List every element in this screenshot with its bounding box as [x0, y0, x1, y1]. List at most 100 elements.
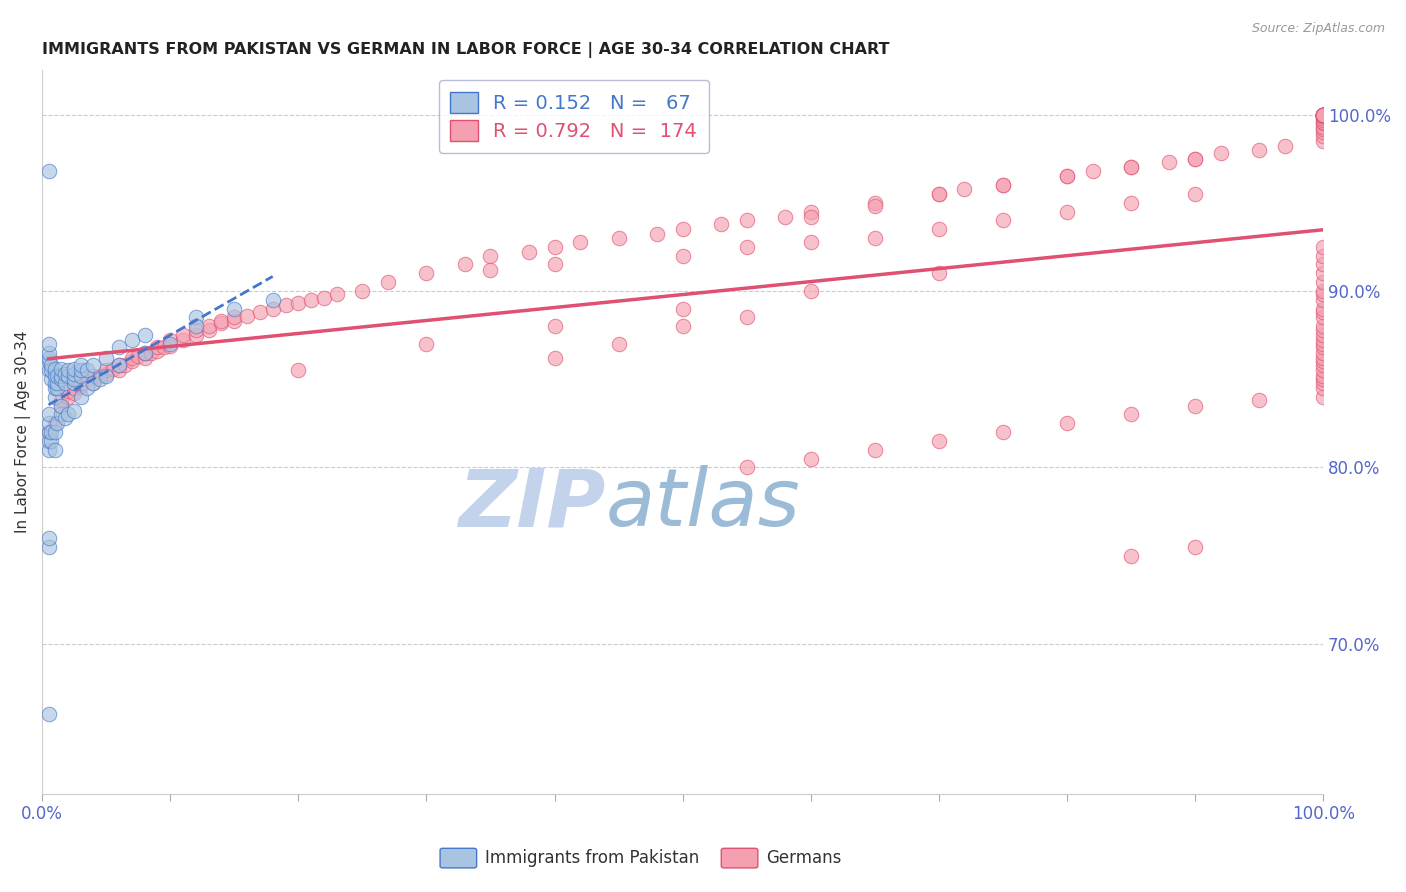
Point: [1312, 323, 1334, 337]
Point: [39, 425, 62, 439]
Point: [184, 328, 207, 343]
Point: [1312, 134, 1334, 148]
Text: Source: ZipAtlas.com: Source: ZipAtlas.com: [1251, 22, 1385, 36]
Point: [63, 404, 86, 418]
Point: [172, 334, 194, 348]
Point: [1312, 390, 1334, 404]
Point: [89, 368, 111, 383]
Point: [69, 390, 91, 404]
Point: [1312, 107, 1334, 121]
Point: [1312, 107, 1334, 121]
Point: [1184, 152, 1206, 166]
Point: [44, 442, 66, 457]
Point: [1312, 381, 1334, 395]
Point: [543, 240, 565, 254]
Point: [479, 249, 502, 263]
Point: [39, 358, 62, 372]
Point: [101, 361, 124, 376]
Point: [211, 314, 233, 328]
Point: [1312, 107, 1334, 121]
Point: [46, 416, 69, 430]
Point: [1312, 368, 1334, 383]
Point: [211, 316, 233, 330]
Point: [134, 328, 156, 343]
Point: [1312, 275, 1334, 289]
Point: [38, 351, 60, 365]
Point: [76, 363, 98, 377]
Point: [197, 323, 219, 337]
Point: [1312, 107, 1334, 121]
Point: [415, 336, 437, 351]
Point: [224, 301, 246, 316]
Point: [127, 349, 149, 363]
Point: [69, 376, 91, 390]
Point: [710, 217, 733, 231]
Point: [287, 296, 309, 310]
Point: [1312, 340, 1334, 354]
Point: [1274, 139, 1296, 153]
Point: [51, 399, 73, 413]
Point: [1249, 143, 1271, 157]
Point: [96, 368, 118, 383]
Point: [1312, 107, 1334, 121]
Point: [1209, 146, 1232, 161]
Point: [1312, 107, 1334, 121]
Point: [1184, 186, 1206, 201]
Point: [312, 291, 335, 305]
Point: [543, 257, 565, 271]
Point: [38, 442, 60, 457]
Point: [184, 319, 207, 334]
Point: [38, 416, 60, 430]
Point: [51, 399, 73, 413]
Point: [224, 314, 246, 328]
Point: [517, 245, 540, 260]
Point: [89, 372, 111, 386]
Point: [672, 301, 695, 316]
Point: [82, 358, 104, 372]
Point: [1312, 328, 1334, 343]
Point: [1312, 114, 1334, 128]
Point: [249, 305, 271, 319]
Point: [800, 204, 823, 219]
Point: [51, 368, 73, 383]
Point: [159, 338, 181, 352]
Text: ZIP: ZIP: [458, 466, 606, 543]
Point: [44, 368, 66, 383]
Point: [991, 178, 1014, 192]
Point: [1312, 301, 1334, 316]
Point: [1312, 336, 1334, 351]
Point: [415, 266, 437, 280]
Point: [1184, 540, 1206, 554]
Point: [38, 164, 60, 178]
Point: [1119, 195, 1142, 210]
Point: [76, 372, 98, 386]
Point: [46, 368, 69, 383]
Point: [1312, 125, 1334, 139]
Point: [1119, 549, 1142, 563]
Point: [146, 343, 169, 358]
Point: [1312, 121, 1334, 136]
Point: [56, 363, 79, 377]
Point: [1312, 334, 1334, 348]
Point: [1312, 112, 1334, 127]
Point: [1312, 107, 1334, 121]
Point: [76, 381, 98, 395]
Point: [274, 298, 297, 312]
Point: [1312, 305, 1334, 319]
Point: [96, 367, 118, 381]
Point: [51, 408, 73, 422]
Point: [69, 368, 91, 383]
Point: [134, 351, 156, 365]
Point: [1119, 161, 1142, 175]
Point: [1312, 111, 1334, 125]
Point: [1312, 249, 1334, 263]
Point: [38, 354, 60, 368]
Point: [1312, 128, 1334, 143]
Point: [38, 707, 60, 722]
Point: [1249, 393, 1271, 408]
Point: [1312, 257, 1334, 271]
Point: [645, 227, 668, 242]
Point: [1312, 107, 1334, 121]
Point: [1312, 107, 1334, 121]
Point: [53, 376, 76, 390]
